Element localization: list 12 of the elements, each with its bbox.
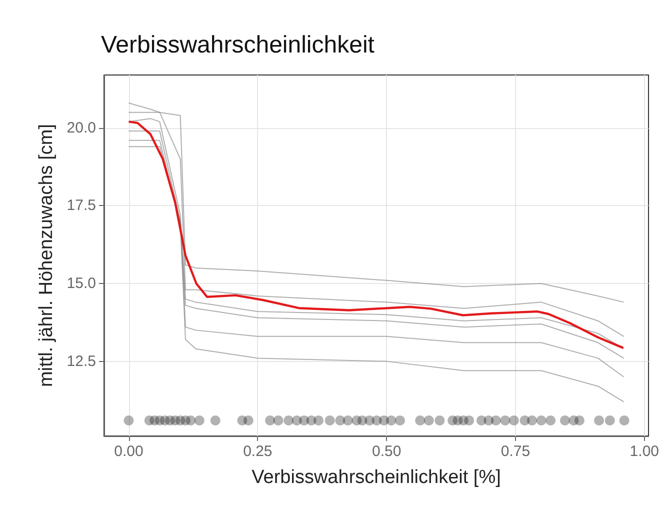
chart-title: Verbisswahrscheinlichkeit xyxy=(101,32,375,58)
x-tick-label: 0.75 xyxy=(500,443,530,460)
y-tick-label: 20.0 xyxy=(66,119,96,136)
y-tick-label: 12.5 xyxy=(66,352,96,370)
x-tick-label: 0.00 xyxy=(114,443,144,460)
y-tick-label: 17.5 xyxy=(66,197,96,214)
x-tick-label: 0.50 xyxy=(372,443,402,460)
x-axis-title: Verbisswahrscheinlichkeit [%] xyxy=(252,467,501,488)
x-tick-label: 0.25 xyxy=(243,443,272,460)
x-tick-label: 1.00 xyxy=(630,443,660,460)
y-axis-title: mittl. jährl. Höhenzuwachs [cm] xyxy=(36,124,57,387)
y-tick-label: 15.0 xyxy=(66,275,96,292)
